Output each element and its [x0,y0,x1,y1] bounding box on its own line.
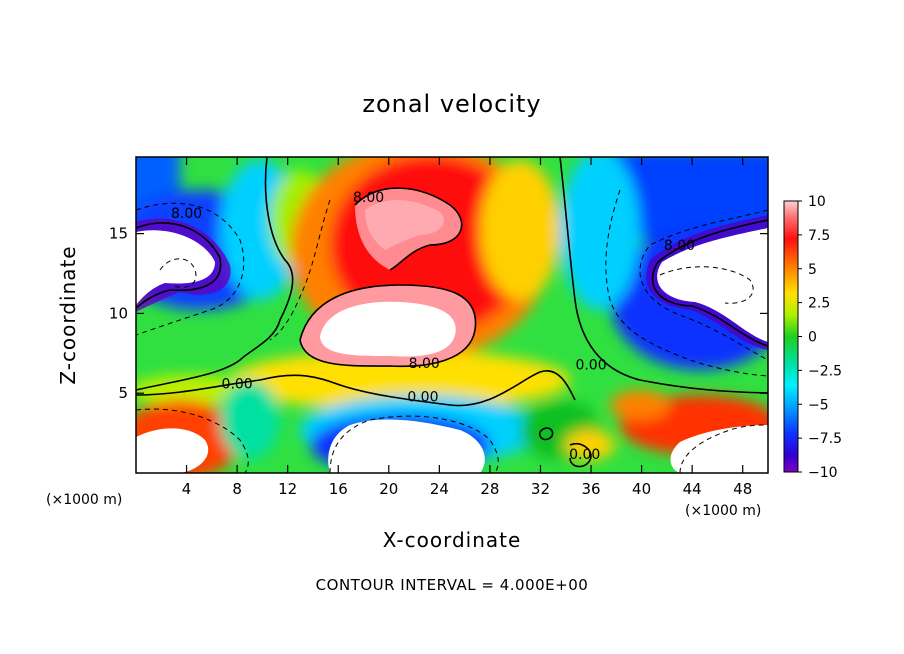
x-tick-label: 32 [531,480,550,498]
colorbar-tick-label: −5 [808,397,829,413]
x-tick-label: 8 [232,480,242,498]
y-axis: 5 10 15 [109,225,768,402]
colorbar-tick-label: 2.5 [808,296,830,312]
x-axis-label: X-coordinate [382,528,522,552]
velocity-field [136,157,768,473]
colorbar-ticks: 10 7.5 5 2.5 0 −2.5 −5 −7.5 −10 [798,194,842,481]
x-tick-label: 20 [379,480,398,498]
x-unit-right: (×1000 m) [685,503,762,519]
contour-label: 8.00 [171,206,202,222]
contour-interval-note: CONTOUR INTERVAL = 4.000E+00 [315,576,589,594]
colorbar-tick-label: 10 [808,194,826,210]
colorbar-tick-label: −7.5 [808,431,842,447]
contour-label: 0.00 [569,447,600,463]
y-tick-label: 10 [109,304,128,322]
x-tick-label: 44 [683,480,702,498]
contour-label-layer: 8.00 8.00 8.00 8.00 0.00 0.00 0.00 0.00 [171,190,695,463]
colorbar-gradient [783,200,799,473]
plot-frame [135,156,769,474]
x-tick-label: 28 [480,480,499,498]
x-tick-label: 40 [632,480,651,498]
colorbar-tick-label: −2.5 [808,363,842,379]
contour-label: 8.00 [409,356,440,372]
x-tick-label: 36 [581,480,600,498]
x-tick-label: 24 [430,480,449,498]
contour-label: 8.00 [664,238,695,254]
colorbar: 10 7.5 5 2.5 0 −2.5 −5 −7.5 −10 [783,194,842,481]
colorbar-tick-label: 5 [808,262,817,278]
x-tick-label: 16 [329,480,348,498]
x-tick-label: 4 [182,480,192,498]
x-unit-left: (×1000 m) [46,492,123,508]
contour-label: 0.00 [575,357,606,373]
y-tick-label: 5 [118,384,128,402]
colorbar-tick-label: 7.5 [808,228,830,244]
contour-label: 0.00 [222,377,253,393]
x-tick-label: 48 [733,480,752,498]
x-tick-label: 12 [278,480,297,498]
contour-label: 0.00 [407,389,438,405]
y-tick-label: 15 [109,225,128,243]
x-axis: 4 8 12 16 20 24 28 32 36 40 44 48 [182,157,752,498]
chart-title: zonal velocity [362,90,542,118]
colorbar-tick-label: 0 [808,330,817,346]
contour-label: 8.00 [353,190,384,206]
colorbar-tick-label: −10 [808,465,838,481]
